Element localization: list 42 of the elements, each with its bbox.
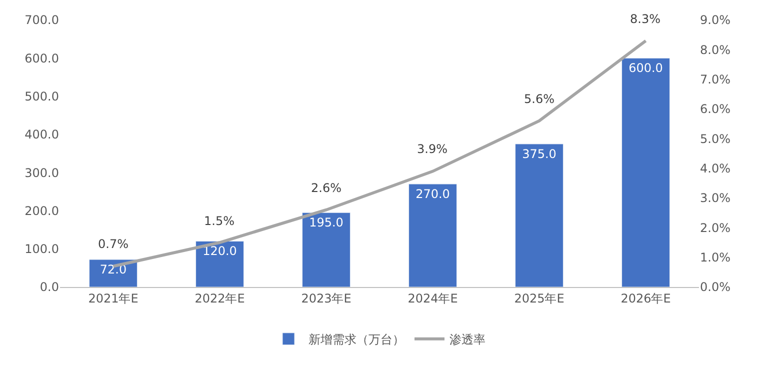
bar <box>622 58 670 287</box>
y2-tick-label: 1.0% <box>700 250 730 265</box>
data-label: 3.9% <box>417 142 448 156</box>
data-label: 120.0 <box>202 244 237 258</box>
x-tick-label: 2025年E <box>514 291 564 306</box>
data-label: 5.6% <box>524 92 554 106</box>
y2-tick-label: 5.0% <box>700 132 730 146</box>
data-label: 1.5% <box>204 214 234 228</box>
data-label: 195.0 <box>309 216 344 230</box>
y2-tick-label: 0.0% <box>700 280 730 294</box>
data-label: 8.3% <box>630 12 660 26</box>
y-tick-label: 600.0 <box>24 51 59 66</box>
data-label: 600.0 <box>628 61 663 76</box>
y-tick-label: 700.0 <box>24 13 59 28</box>
data-label: 0.7% <box>98 237 128 251</box>
y-tick-label: 300.0 <box>24 166 59 180</box>
bar <box>515 144 564 287</box>
y2-tick-label: 4.0% <box>700 162 730 176</box>
data-label: 2.6% <box>311 181 342 195</box>
y2-tick-label: 2.0% <box>700 220 730 235</box>
legend-label: 渗透率 <box>450 332 486 347</box>
y2-tick-label: 3.0% <box>700 191 730 206</box>
y-tick-label: 200.0 <box>24 204 59 218</box>
y-tick-label: 400.0 <box>24 128 59 142</box>
y-tick-label: 0.0 <box>40 280 59 294</box>
data-label: 375.0 <box>522 146 556 161</box>
y2-tick-label: 6.0% <box>700 102 730 116</box>
data-label: 270.0 <box>416 187 450 202</box>
x-tick-label: 2024年E <box>408 291 458 306</box>
bar <box>408 184 457 287</box>
x-tick-label: 2023年E <box>301 291 352 306</box>
x-tick-label: 2026年E <box>620 291 671 306</box>
y2-tick-label: 8.0% <box>700 42 730 57</box>
bar <box>196 240 244 287</box>
bar <box>302 212 350 287</box>
x-tick-label: 2021年E <box>88 291 138 306</box>
y-tick-label: 500.0 <box>24 89 59 104</box>
y2-tick-label: 7.0% <box>700 72 730 87</box>
y2-tick-label: 9.0% <box>700 13 730 28</box>
legend-label: 新增需求（万台） <box>308 332 404 347</box>
x-tick-label: 2022年E <box>194 291 245 306</box>
y-tick-label: 100.0 <box>24 242 59 256</box>
